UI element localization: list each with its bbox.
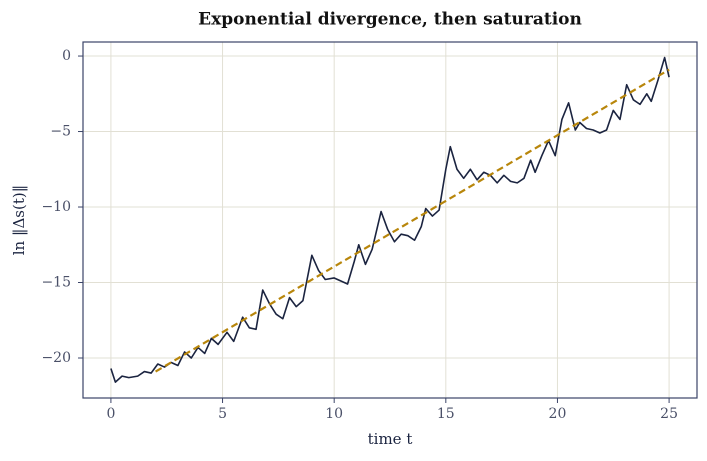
x-tick-label: 5 bbox=[218, 406, 227, 422]
x-tick-label: 25 bbox=[660, 406, 678, 422]
x-tick-label: 0 bbox=[106, 406, 115, 422]
x-tick-label: 20 bbox=[549, 406, 567, 422]
y-tick-label: 0 bbox=[62, 48, 71, 64]
data-line bbox=[110, 56, 670, 383]
data-line bbox=[155, 68, 670, 373]
y-axis-label: ln ‖Δs(t)‖ bbox=[10, 185, 28, 256]
x-tick-label: 10 bbox=[325, 406, 343, 422]
y-tick-label: −10 bbox=[41, 199, 71, 215]
plot-frame bbox=[82, 41, 698, 399]
x-tick-label: 15 bbox=[437, 406, 455, 422]
y-tick-label: −15 bbox=[41, 275, 71, 291]
chart-title: Exponential divergence, then saturation bbox=[198, 10, 582, 30]
y-tick-label: −20 bbox=[41, 350, 71, 366]
y-tick-label: −5 bbox=[50, 124, 71, 140]
x-axis-label: time t bbox=[368, 430, 413, 448]
